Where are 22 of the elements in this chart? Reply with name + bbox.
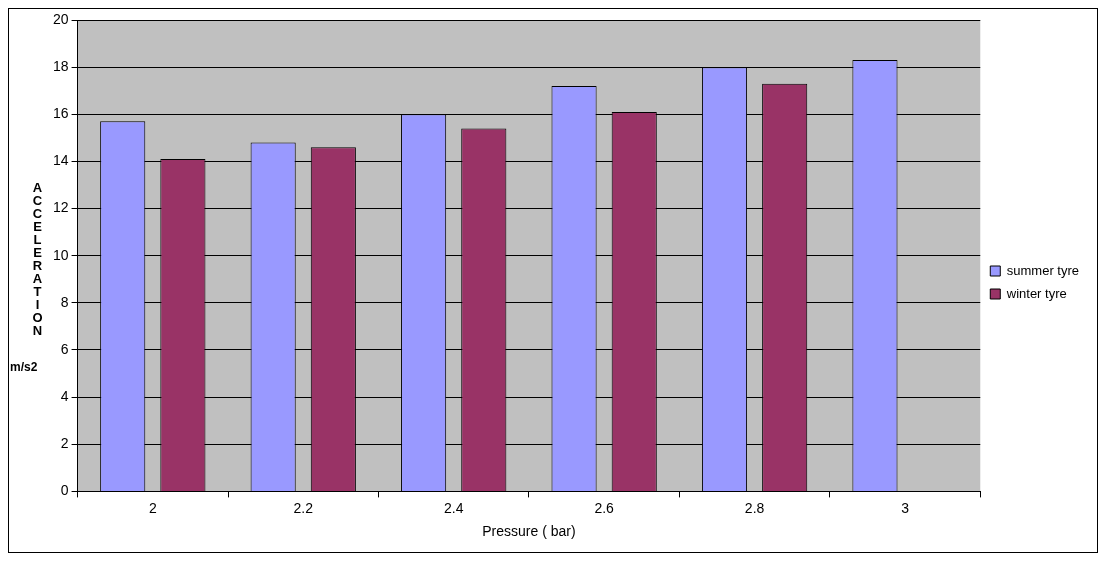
y-axis-title: ACCELERATION xyxy=(30,180,45,336)
y-tick-label: 14 xyxy=(52,152,69,169)
y-tick-label: 20 xyxy=(52,10,69,27)
y-tick-label: 8 xyxy=(60,293,69,310)
x-tick-label: 2.6 xyxy=(594,499,615,516)
legend-label: winter tyre xyxy=(1005,285,1067,301)
y-tick-label: 2 xyxy=(60,435,69,452)
x-tick-label: 2.4 xyxy=(443,499,464,516)
y-tick-label: 12 xyxy=(52,199,69,216)
y-tick-label: 0 xyxy=(60,482,69,499)
legend-label: summer tyre xyxy=(1006,262,1079,278)
y-tick-label: 16 xyxy=(52,105,69,122)
text: m/s2 xyxy=(10,360,38,374)
x-tick-label: 3 xyxy=(901,499,910,516)
y-tick-label: 4 xyxy=(60,387,69,404)
x-tick-label: 2 xyxy=(148,499,157,516)
x-axis-title: Pressure ( bar) xyxy=(482,523,576,540)
x-tick-label: 2.2 xyxy=(293,499,314,516)
x-tick-label: 2.8 xyxy=(744,499,765,516)
y-tick-label: 6 xyxy=(60,340,69,357)
y-tick-label: 18 xyxy=(52,58,69,74)
y-tick-label: 10 xyxy=(52,246,69,263)
